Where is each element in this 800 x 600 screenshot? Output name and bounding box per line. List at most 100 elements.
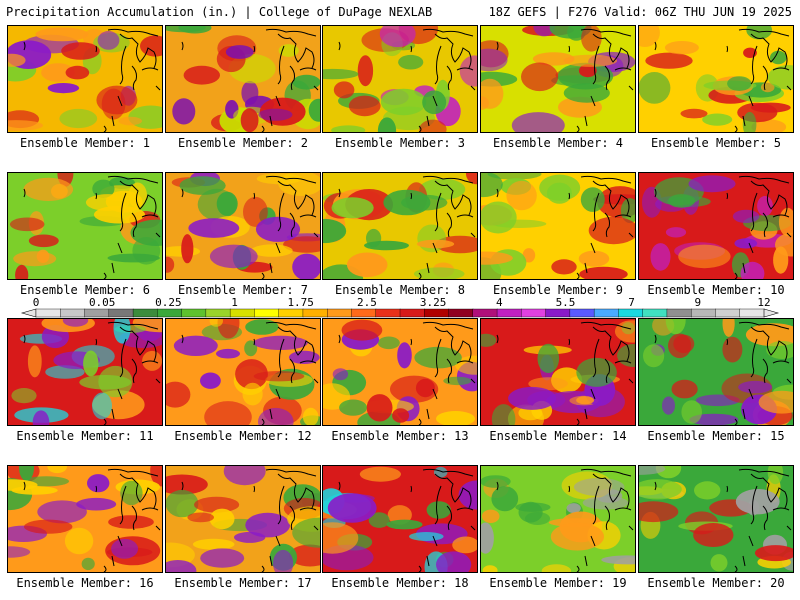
member-label: Ensemble Member: 8 <box>334 283 466 297</box>
precip-blob <box>118 116 142 126</box>
member-map-16 <box>7 465 163 573</box>
precip-blob <box>377 336 400 350</box>
precip-blob <box>348 95 381 117</box>
colorbar-segment <box>132 308 158 318</box>
border-mark <box>181 481 255 493</box>
precip-blob <box>639 466 666 475</box>
border-mark <box>338 334 412 346</box>
member-map-4 <box>480 25 636 133</box>
precip-blob <box>288 350 320 364</box>
member-map-9 <box>480 172 636 280</box>
member-map-18 <box>322 465 478 573</box>
precip-blob <box>47 466 67 474</box>
precip-blob <box>481 48 508 72</box>
precip-blob <box>580 187 605 212</box>
member-label: Ensemble Member: 10 <box>647 283 785 297</box>
precip-blob <box>243 196 268 227</box>
member-map-14 <box>480 318 636 426</box>
precip-blob <box>452 536 477 554</box>
precip-blob <box>273 549 294 572</box>
member-map-10 <box>638 172 794 280</box>
member-label: Ensemble Member: 14 <box>489 429 627 443</box>
great-lakes-outline <box>734 468 792 572</box>
great-lakes-outline <box>576 175 634 279</box>
precip-blob <box>37 500 87 524</box>
precip-blob <box>578 250 610 267</box>
colorbar-segment <box>375 308 401 318</box>
member-map-19 <box>480 465 636 573</box>
border-mark <box>654 334 728 346</box>
member-label: Ensemble Member: 4 <box>492 136 624 150</box>
member-label: Ensemble Member: 12 <box>174 429 312 443</box>
precipitation-colorbar: 0 0.05 0.25 1 1.75 2.5 3.25 4 5.5 7 9 12 <box>20 296 780 318</box>
precip-blob <box>563 54 618 67</box>
precip-blob <box>643 344 665 368</box>
colorbar-min-arrow <box>20 308 37 318</box>
precip-blob <box>398 54 424 70</box>
precip-blob <box>64 527 94 555</box>
precip-blob <box>541 564 572 572</box>
precip-blob <box>581 26 602 52</box>
precip-blob <box>23 177 74 201</box>
precip-blob <box>665 227 687 238</box>
great-lakes-outline <box>261 28 319 132</box>
great-lakes-outline <box>103 468 161 572</box>
colorbar-tick-label: 4 <box>496 296 503 309</box>
precip-blob <box>327 493 377 523</box>
precip-blob <box>650 243 671 271</box>
precip-blob <box>601 555 635 565</box>
precip-blob <box>481 522 494 554</box>
precip-blob <box>292 253 320 279</box>
precip-blob <box>258 108 293 121</box>
precip-blob <box>216 191 238 216</box>
precip-blob <box>83 350 99 377</box>
precip-blob <box>573 478 625 496</box>
precip-blob <box>166 560 197 572</box>
precip-blob <box>331 125 366 132</box>
precip-blob <box>96 85 138 115</box>
precip-blob <box>19 466 34 481</box>
precip-blob <box>61 42 100 60</box>
precip-blob <box>223 466 266 486</box>
precip-blob <box>522 248 536 263</box>
precip-blob <box>323 218 347 244</box>
member-map-2 <box>165 25 321 133</box>
precip-blob <box>27 345 42 378</box>
precip-blob <box>506 180 537 211</box>
precip-blob <box>775 233 793 257</box>
precip-blob <box>386 519 423 530</box>
precip-blob <box>415 378 435 398</box>
precip-blob <box>727 76 752 91</box>
precip-blob <box>588 216 635 245</box>
precip-blob <box>766 341 793 359</box>
colorbar-tick-label: 3.25 <box>420 296 447 309</box>
precip-blob <box>377 117 397 132</box>
precip-blob <box>111 538 139 559</box>
precip-blob <box>563 83 610 103</box>
great-lakes-outline <box>576 321 634 425</box>
colorbar-segment <box>399 308 425 318</box>
precip-blob <box>209 244 258 269</box>
precip-blob <box>436 551 472 572</box>
precip-blob <box>745 323 793 347</box>
precip-blob <box>240 108 259 132</box>
colorbar-segment <box>569 308 595 318</box>
precip-blob <box>735 489 780 515</box>
border-mark <box>496 481 570 493</box>
precip-blob <box>639 479 682 500</box>
precip-blob <box>94 205 145 224</box>
precip-blob <box>549 26 592 39</box>
precip-blob <box>722 336 743 363</box>
precip-blob <box>409 532 444 541</box>
colorbar-segment <box>642 308 668 318</box>
precip-blob <box>172 98 196 125</box>
precip-blob <box>551 259 577 275</box>
precip-blob <box>742 111 757 132</box>
precip-blob <box>426 501 451 519</box>
precip-blob <box>76 497 117 511</box>
great-lakes-outline <box>261 468 319 572</box>
precip-blob <box>8 53 26 67</box>
colorbar-segment <box>521 308 547 318</box>
member-map-15 <box>638 318 794 426</box>
great-lakes-outline <box>576 28 634 132</box>
